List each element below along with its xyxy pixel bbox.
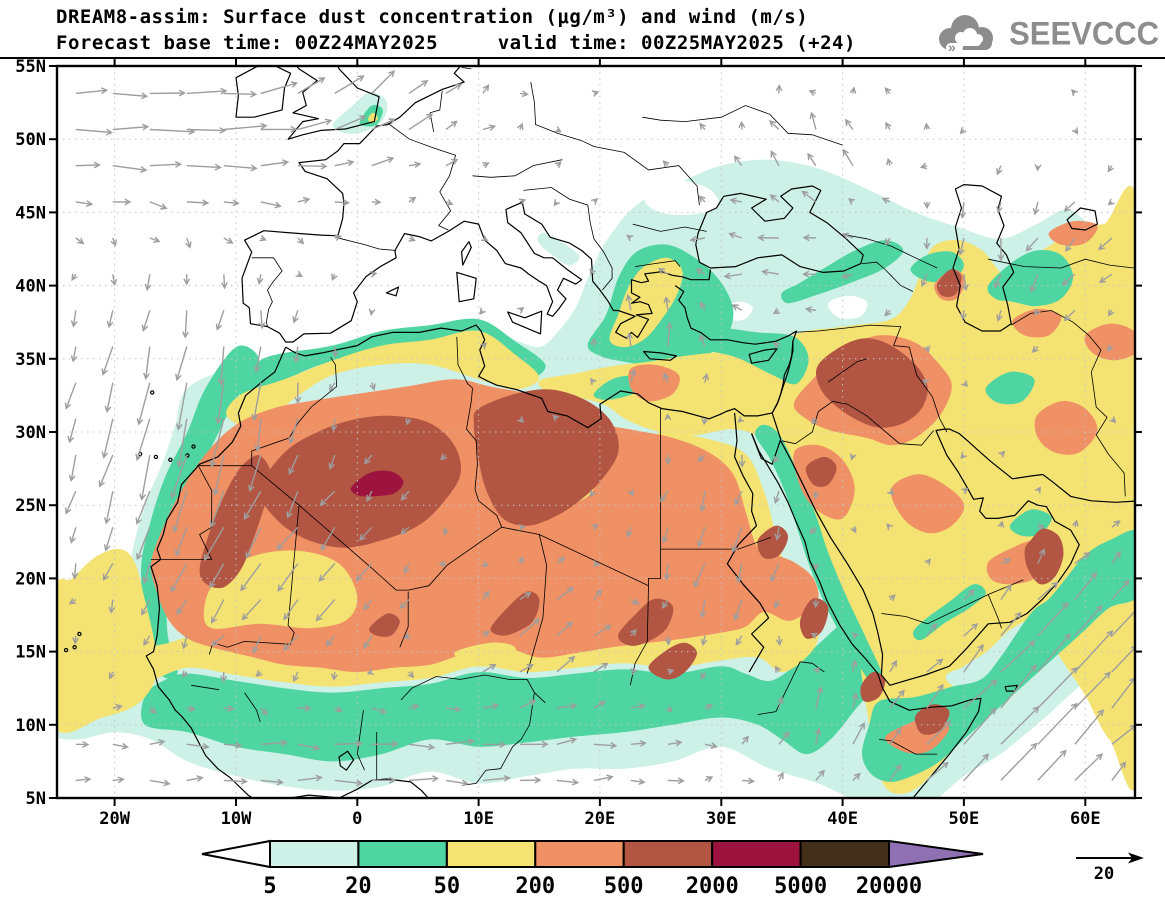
- wind-reference-value: 20: [1093, 864, 1115, 884]
- legend-value: 200: [515, 874, 555, 899]
- axis-ticks: [49, 59, 1142, 806]
- legend-value: 2000: [686, 874, 739, 899]
- lat-axis-label: 30N: [15, 423, 46, 443]
- lat-axis-label: 55N: [15, 57, 46, 77]
- seevccc-cloud-icon: »: [939, 15, 994, 55]
- lat-axis-label: 10N: [15, 716, 46, 736]
- legend-values: 5 20 50 200 500 2000 5000 20000: [263, 874, 922, 899]
- lat-axis-label: 25N: [15, 496, 46, 516]
- legend-segment: [357, 840, 448, 868]
- seevccc-logo: » SEEVCCC: [930, 12, 1159, 56]
- legend-above-arrow: [888, 839, 984, 869]
- page-title: DREAM8-assim: Surface dust concentration…: [56, 6, 809, 28]
- lat-axis-label: 45N: [15, 203, 46, 223]
- legend-segment: [269, 840, 360, 868]
- legend-segment: [445, 840, 537, 868]
- legend-value: 5: [263, 874, 276, 899]
- coastline-layer: [63, 66, 1135, 798]
- lon-axis-label: 40E: [827, 809, 858, 829]
- dust-shading-layer: [57, 92, 1135, 798]
- legend-segment: [622, 840, 714, 868]
- lat-axis-label: 15N: [15, 643, 46, 663]
- header-divider: [0, 57, 1165, 59]
- lon-axis-labels: 20W 10W 0 10E 20E 30E 40E 50E 60E: [99, 809, 1100, 829]
- lat-axis-label: 50N: [15, 130, 46, 150]
- wind-arrow-layer: [64, 70, 1135, 787]
- lon-axis-label: 10E: [463, 809, 494, 829]
- graticule-layer: [57, 66, 1135, 798]
- wind-reference: 20: [1068, 842, 1165, 897]
- legend-segment: [711, 840, 802, 868]
- lon-axis-label: 20W: [99, 809, 130, 829]
- lat-axis-labels: 55N 50N 45N 40N 35N 30N 25N 20N 15N 10N 5N: [15, 57, 46, 809]
- lat-axis-label: 40N: [15, 277, 46, 297]
- lat-axis-label: 35N: [15, 350, 46, 370]
- lat-axis-label: 5N: [26, 789, 46, 809]
- legend-below-arrow: [201, 839, 271, 869]
- legend-segment: [799, 840, 890, 868]
- legend-segment: [534, 840, 625, 868]
- lon-axis-label: 10W: [221, 809, 252, 829]
- legend-value: 50: [434, 874, 461, 899]
- legend-value: 500: [604, 874, 644, 899]
- svg-text:»: »: [948, 39, 956, 55]
- wind-reference-arrow-icon: [1076, 852, 1144, 864]
- lon-axis-label: 0: [352, 809, 362, 829]
- border-layer: [151, 67, 1134, 786]
- lon-axis-label: 30E: [706, 809, 737, 829]
- lat-axis-label: 20N: [15, 569, 46, 589]
- legend-value: 20000: [856, 874, 922, 899]
- colorbar-legend: 5 20 50 200 500 2000 5000 20000: [201, 839, 984, 899]
- legend-value: 5000: [774, 874, 827, 899]
- lon-axis-label: 20E: [585, 809, 616, 829]
- forecast-valid-time: Forecast base time: 00Z24MAY2025 valid t…: [56, 32, 856, 54]
- logo-text: SEEVCCC: [1009, 15, 1159, 52]
- lon-axis-label: 50E: [949, 809, 980, 829]
- lon-axis-label: 60E: [1070, 809, 1101, 829]
- legend-value: 20: [345, 874, 372, 899]
